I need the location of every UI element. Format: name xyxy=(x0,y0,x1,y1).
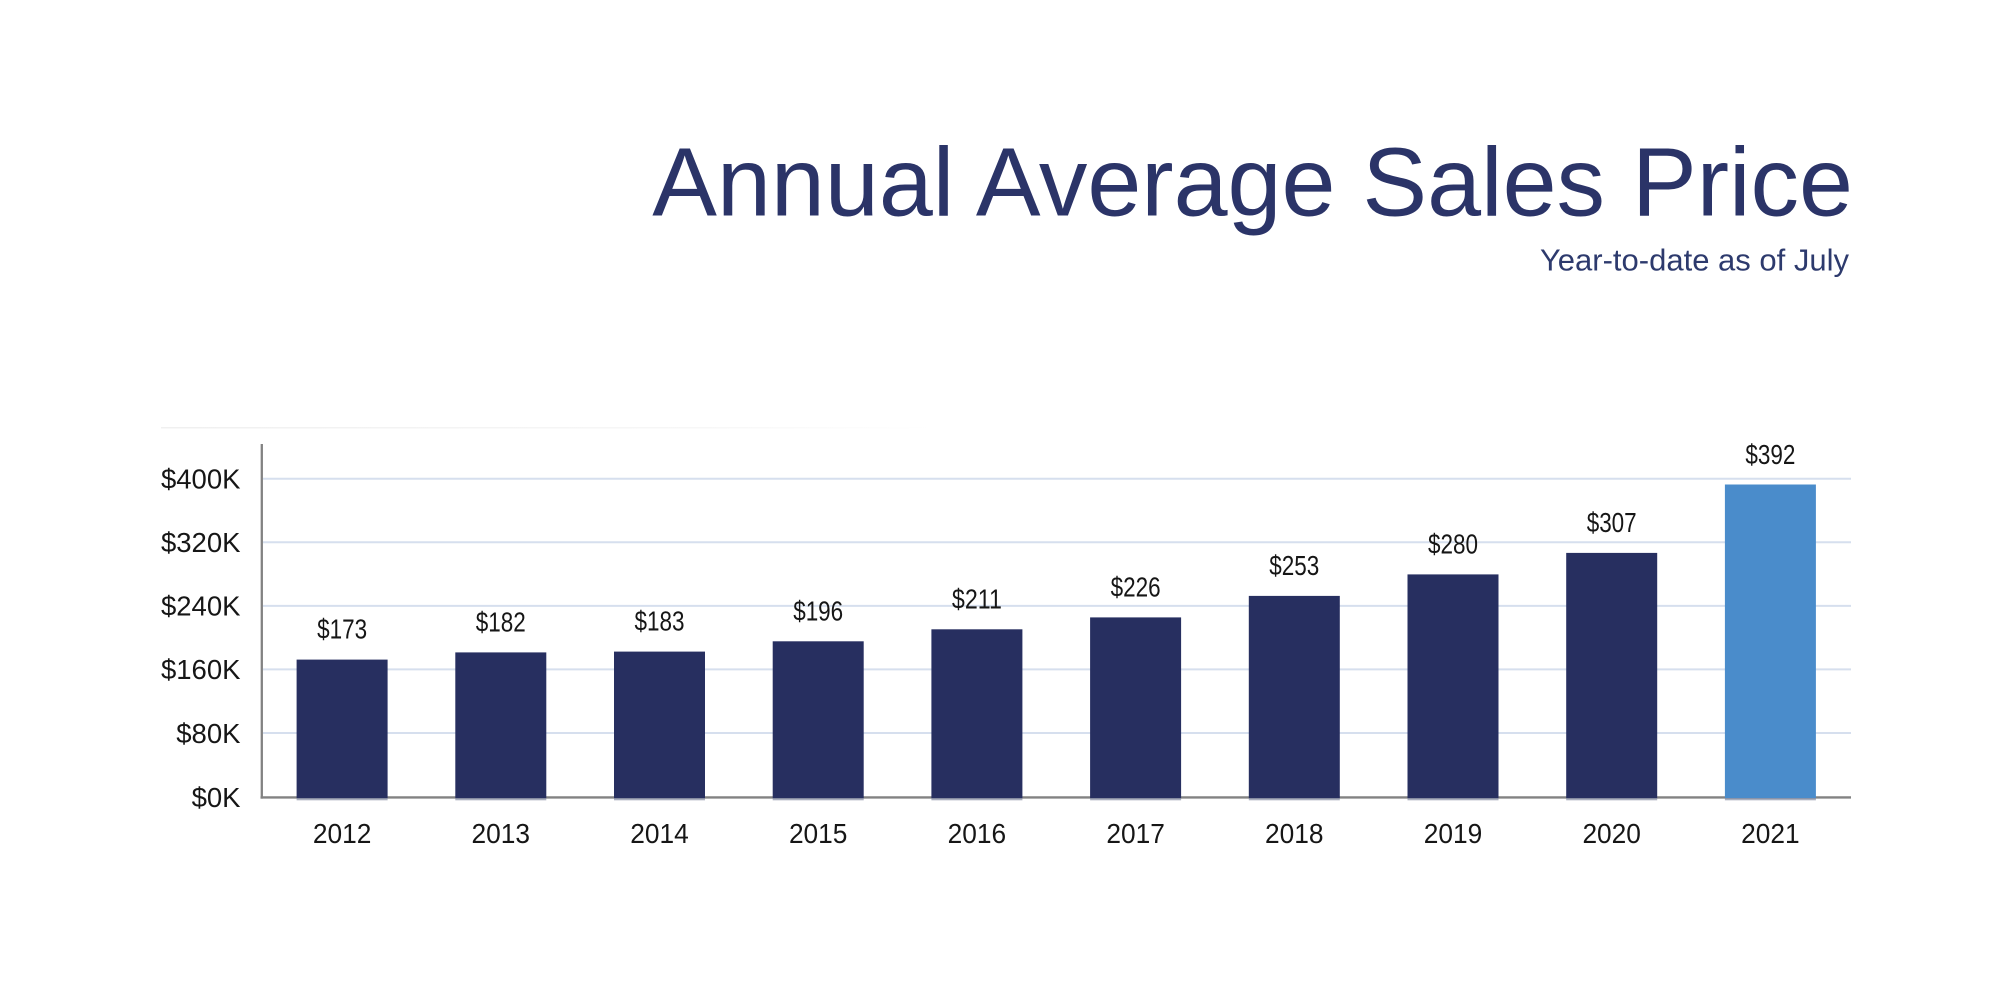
svg-text:$400K: $400K xyxy=(161,464,241,495)
svg-text:Year-to-date as of July: Year-to-date as of July xyxy=(1540,243,1850,278)
svg-text:2015: 2015 xyxy=(789,818,848,849)
svg-text:$211: $211 xyxy=(952,583,1002,614)
svg-text:$320K: $320K xyxy=(161,527,241,558)
svg-text:$173: $173 xyxy=(317,614,367,645)
svg-text:$182: $182 xyxy=(476,606,526,637)
svg-text:$307: $307 xyxy=(1587,507,1637,538)
svg-text:2020: 2020 xyxy=(1582,818,1641,849)
svg-text:$392: $392 xyxy=(1745,439,1795,470)
svg-text:$183: $183 xyxy=(635,606,685,637)
svg-text:$226: $226 xyxy=(1111,571,1161,602)
svg-text:$196: $196 xyxy=(793,595,843,626)
svg-text:$240K: $240K xyxy=(161,591,241,622)
svg-text:$253: $253 xyxy=(1269,550,1319,581)
svg-text:$80K: $80K xyxy=(176,718,241,749)
svg-text:$0K: $0K xyxy=(192,782,242,813)
svg-text:2017: 2017 xyxy=(1106,818,1165,849)
svg-text:2019: 2019 xyxy=(1424,818,1483,849)
svg-text:$160K: $160K xyxy=(161,654,241,685)
svg-text:Annual Average Sales Price: Annual Average Sales Price xyxy=(652,128,1853,237)
svg-text:2021: 2021 xyxy=(1741,818,1800,849)
svg-text:2013: 2013 xyxy=(472,818,531,849)
svg-text:2014: 2014 xyxy=(630,818,689,849)
svg-text:2018: 2018 xyxy=(1265,818,1324,849)
svg-text:$280: $280 xyxy=(1428,528,1478,559)
svg-text:2016: 2016 xyxy=(948,818,1007,849)
svg-text:2012: 2012 xyxy=(313,818,372,849)
